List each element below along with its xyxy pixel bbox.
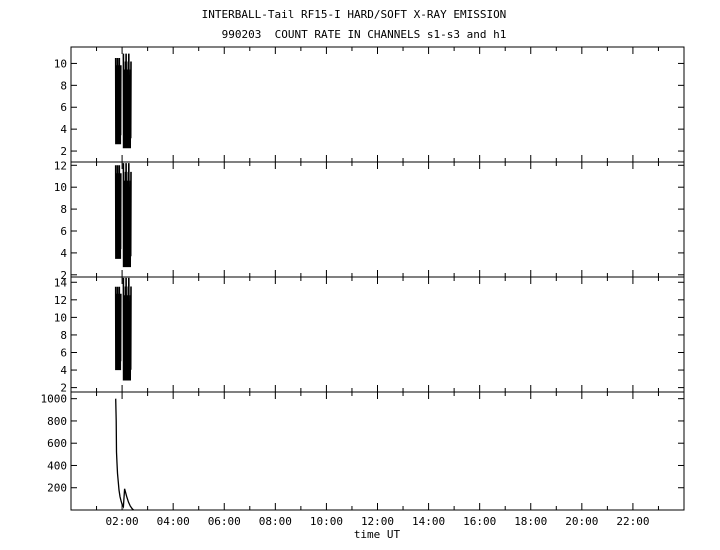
y-tick-label: 6	[60, 101, 67, 114]
y-tick-label: 8	[60, 329, 67, 342]
chart-title: INTERBALL-Tail RF15-I HARD/SOFT X-RAY EM…	[201, 8, 507, 21]
y-tick-label: 2	[60, 269, 67, 282]
series-s2-burst-1	[114, 165, 122, 259]
y-tick-label: 12	[54, 159, 67, 172]
x-axis-label: time UT	[354, 528, 401, 541]
x-tick-label: 12:00	[361, 515, 394, 528]
y-tick-label: 6	[60, 346, 67, 359]
x-tick-label: 06:00	[208, 515, 241, 528]
y-tick-label: 1000	[41, 393, 68, 406]
x-tick-label: 14:00	[412, 515, 445, 528]
chart-subtitle: 990203 COUNT RATE IN CHANNELS s1-s3 and …	[221, 28, 507, 41]
y-tick-label: 8	[60, 79, 67, 92]
y-tick-label: 10	[54, 311, 67, 324]
panel-frame-s1	[70, 46, 685, 163]
x-tick-label: 22:00	[616, 515, 649, 528]
x-tick-label: 16:00	[463, 515, 496, 528]
y-tick-label: 200	[47, 482, 67, 495]
y-tick-label: 400	[47, 459, 67, 472]
y-tick-label: 4	[60, 247, 67, 260]
y-tick-label: 6	[60, 225, 67, 238]
series-s1-burst-2	[122, 53, 132, 149]
series-s1-burst-1	[114, 57, 122, 145]
series-s3-burst-1	[114, 286, 122, 371]
x-tick-label: 10:00	[310, 515, 343, 528]
y-tick-label: 800	[47, 415, 67, 428]
y-tick-label: 4	[60, 123, 67, 136]
x-tick-label: 18:00	[514, 515, 547, 528]
series-s3-burst-2	[122, 277, 132, 381]
y-tick-label: 2	[60, 382, 67, 395]
series-h1	[115, 398, 135, 511]
panel-frame-s2	[70, 161, 685, 278]
y-tick-label: 14	[54, 276, 68, 289]
y-tick-label: 8	[60, 203, 67, 216]
y-tick-label: 600	[47, 437, 67, 450]
panel-frame-h1	[70, 391, 685, 511]
x-tick-label: 02:00	[106, 515, 139, 528]
y-tick-label: 10	[54, 181, 67, 194]
y-tick-label: 10	[54, 57, 67, 70]
x-tick-label: 08:00	[259, 515, 292, 528]
series-s2-burst-2	[122, 163, 132, 268]
y-tick-label: 2	[60, 145, 67, 158]
x-tick-label: 20:00	[565, 515, 598, 528]
panel-frame-s3	[70, 276, 685, 393]
x-tick-label: 04:00	[157, 515, 190, 528]
y-tick-label: 4	[60, 364, 67, 377]
y-tick-label: 12	[54, 294, 67, 307]
